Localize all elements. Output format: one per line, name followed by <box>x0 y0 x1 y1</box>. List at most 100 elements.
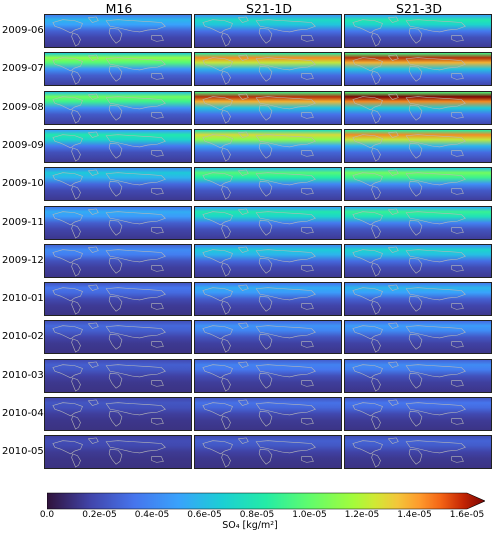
coastline <box>255 134 316 148</box>
coastline <box>237 284 249 291</box>
coastline <box>87 208 99 215</box>
coastline <box>108 66 123 82</box>
coastline <box>237 54 249 62</box>
coastline <box>71 32 81 47</box>
coastline <box>405 440 466 454</box>
coastline <box>108 142 123 159</box>
coastline <box>408 449 423 465</box>
coastline <box>151 418 164 425</box>
coastline <box>87 93 99 100</box>
row-label-2009-09: 2009-09 <box>2 139 44 151</box>
row-label-2010-05: 2010-05 <box>2 446 44 458</box>
coastline <box>451 341 464 349</box>
coastline <box>255 96 316 109</box>
coastline <box>301 226 314 234</box>
colorbar-tick-label: 1.2e-05 <box>344 510 380 520</box>
row-label-2009-11: 2009-11 <box>2 216 44 228</box>
coastline <box>255 287 316 301</box>
map-panel-s21-3d-2009-10 <box>344 167 492 202</box>
coastline <box>237 399 249 406</box>
map-panel-s21-3d-2009-12 <box>344 243 492 278</box>
coastline <box>105 19 166 33</box>
coastline <box>405 19 466 33</box>
map-field <box>345 206 491 239</box>
coastline <box>237 93 249 100</box>
coastline <box>71 415 81 430</box>
coastline <box>301 73 314 80</box>
map-field <box>195 53 341 86</box>
coastline <box>405 96 466 109</box>
coastline <box>105 134 166 148</box>
coastline <box>387 169 399 177</box>
coastline <box>202 402 233 417</box>
map-field <box>195 15 341 47</box>
coastline <box>451 188 464 195</box>
map-panel-s21-1d-2010-05 <box>194 435 342 470</box>
coastline <box>151 380 164 387</box>
map-field <box>345 129 491 162</box>
coastline <box>258 27 273 44</box>
row-label-2010-04: 2010-04 <box>2 408 44 419</box>
colorbar-gradient <box>46 492 486 510</box>
coastline <box>387 361 399 368</box>
coastline <box>202 364 233 378</box>
map-panel-m16-2009-10 <box>44 167 192 202</box>
coastline <box>408 66 423 82</box>
map-field <box>195 206 341 239</box>
coastline <box>258 257 273 274</box>
coastline <box>408 104 423 121</box>
coastline <box>202 210 233 225</box>
map-panel-s21-3d-2010-03 <box>344 358 492 393</box>
coastline <box>202 172 233 187</box>
coastline <box>105 210 166 224</box>
coastline <box>71 147 81 162</box>
coastline <box>221 185 231 200</box>
coastline <box>371 262 381 277</box>
colorbar-tick-label: 0.0 <box>39 510 55 520</box>
coastline <box>371 338 381 353</box>
colorbar-tick-label: 0.8e-05 <box>239 510 275 520</box>
map-panel-s21-3d-2009-09 <box>344 128 492 163</box>
map-field <box>45 436 191 469</box>
coastline <box>352 172 383 187</box>
coastline <box>237 322 249 330</box>
coastline <box>151 341 164 349</box>
row-label-2010-03: 2010-03 <box>2 369 44 381</box>
coastline <box>255 19 316 33</box>
coastline <box>371 185 381 200</box>
map-panel-s21-3d-2009-06 <box>344 14 492 48</box>
coastline <box>237 437 249 445</box>
coastline <box>258 219 273 236</box>
colorbar-tick-label: 1.6e-05 <box>449 510 485 520</box>
coastline <box>221 377 231 392</box>
map-panel-s21-1d-2009-06 <box>194 14 342 48</box>
map-panel-m16-2010-03 <box>44 358 192 393</box>
coastline <box>87 322 99 330</box>
coastline <box>202 440 233 455</box>
coastline <box>408 334 423 351</box>
coastline <box>451 265 464 272</box>
coastline <box>451 226 464 234</box>
row-label-2010-02: 2010-02 <box>2 331 44 343</box>
coastline <box>105 364 166 377</box>
coastline <box>221 453 231 468</box>
map-field <box>345 436 491 469</box>
row-label-2009-07: 2009-07 <box>2 63 44 75</box>
coastline <box>371 32 381 47</box>
coastline <box>108 257 123 274</box>
coastline <box>52 134 83 149</box>
coastline <box>371 453 381 468</box>
coastline <box>352 96 383 110</box>
coastline <box>405 57 466 71</box>
coastline <box>352 287 383 302</box>
column-title-s21-1d: S21-1D <box>246 1 292 16</box>
map-field <box>45 15 191 47</box>
coastline <box>108 334 123 351</box>
coastline <box>87 169 99 177</box>
coastline <box>151 35 164 42</box>
coastline <box>87 16 99 23</box>
coastline <box>451 112 464 119</box>
coastline <box>105 96 166 109</box>
coastline <box>237 16 249 23</box>
coastline <box>301 265 314 272</box>
